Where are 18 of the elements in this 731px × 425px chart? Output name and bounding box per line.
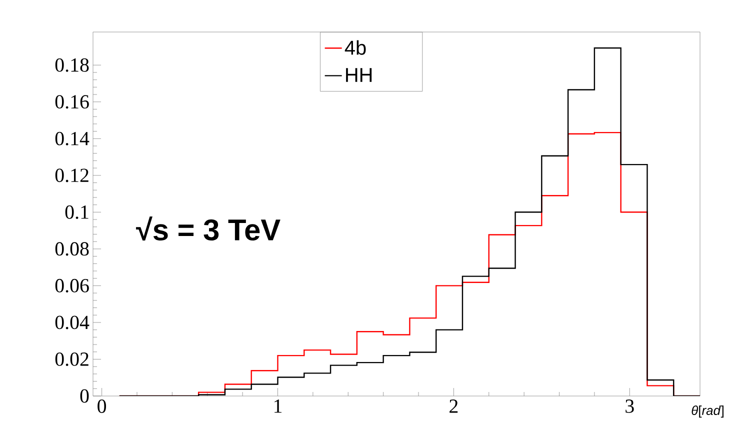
y-tick-label: 0.06 [55,278,89,292]
y-tick-label: 0.08 [55,242,89,256]
x-tick-label: 0 [98,400,106,413]
legend-label: 4b [344,40,366,55]
y-tick-label: 0.12 [55,168,88,182]
y-tick-label: 0.02 [55,352,88,366]
legend-label: HH [346,68,372,82]
x-axis-title: θ[rad] [692,406,724,418]
y-tick-label: 0.18 [55,58,89,72]
x-tick-label: 1 [274,400,282,413]
y-tick-label: 0.1 [65,205,88,219]
y-tick-label: 0.14 [55,132,90,146]
x-tick-label: 2 [450,400,458,413]
annotation: √s = 3 TeV [136,216,280,241]
y-tick-label: 0.16 [55,95,89,109]
y-tick-label: 0.04 [55,316,90,330]
x-tick-label: 3 [626,400,634,413]
y-tick-label: 0 [80,389,89,403]
